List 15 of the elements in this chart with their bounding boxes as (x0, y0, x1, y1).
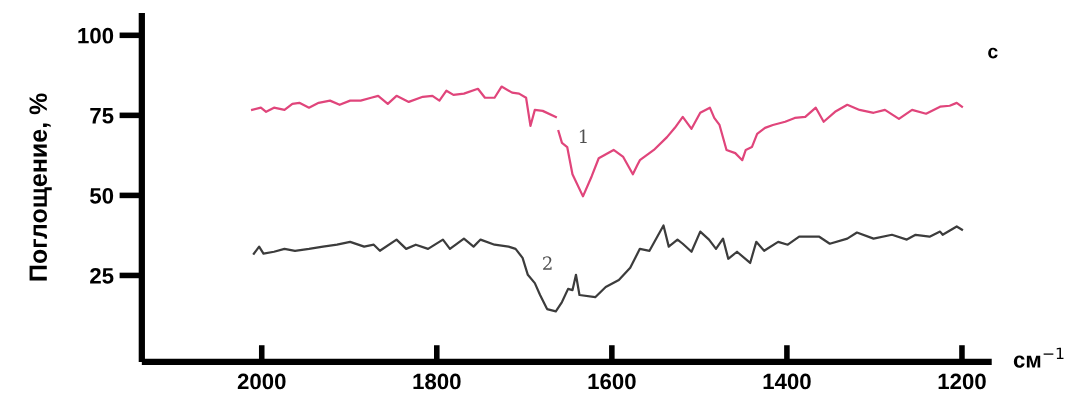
x-tick-label: 2000 (237, 373, 286, 390)
annotation: 2 (543, 256, 552, 270)
line-series (252, 224, 964, 313)
x-axis-title: см$^{−1}$ (1013, 347, 1064, 368)
y-axis-title: Поглощение, % (29, 93, 52, 281)
annotation: 1 (579, 129, 587, 143)
x-tick-label: 1600 (588, 373, 636, 390)
annotation: c (988, 47, 998, 59)
y-tick-label: 75 (90, 108, 114, 124)
x-tick-label: 1200 (938, 373, 986, 390)
x-tick-label: 1400 (763, 373, 811, 390)
x-tick-label: 1800 (413, 373, 461, 390)
y-tick-label: 50 (90, 187, 114, 204)
y-tick-label: 100 (78, 27, 114, 44)
y-tick-label: 25 (90, 267, 114, 284)
